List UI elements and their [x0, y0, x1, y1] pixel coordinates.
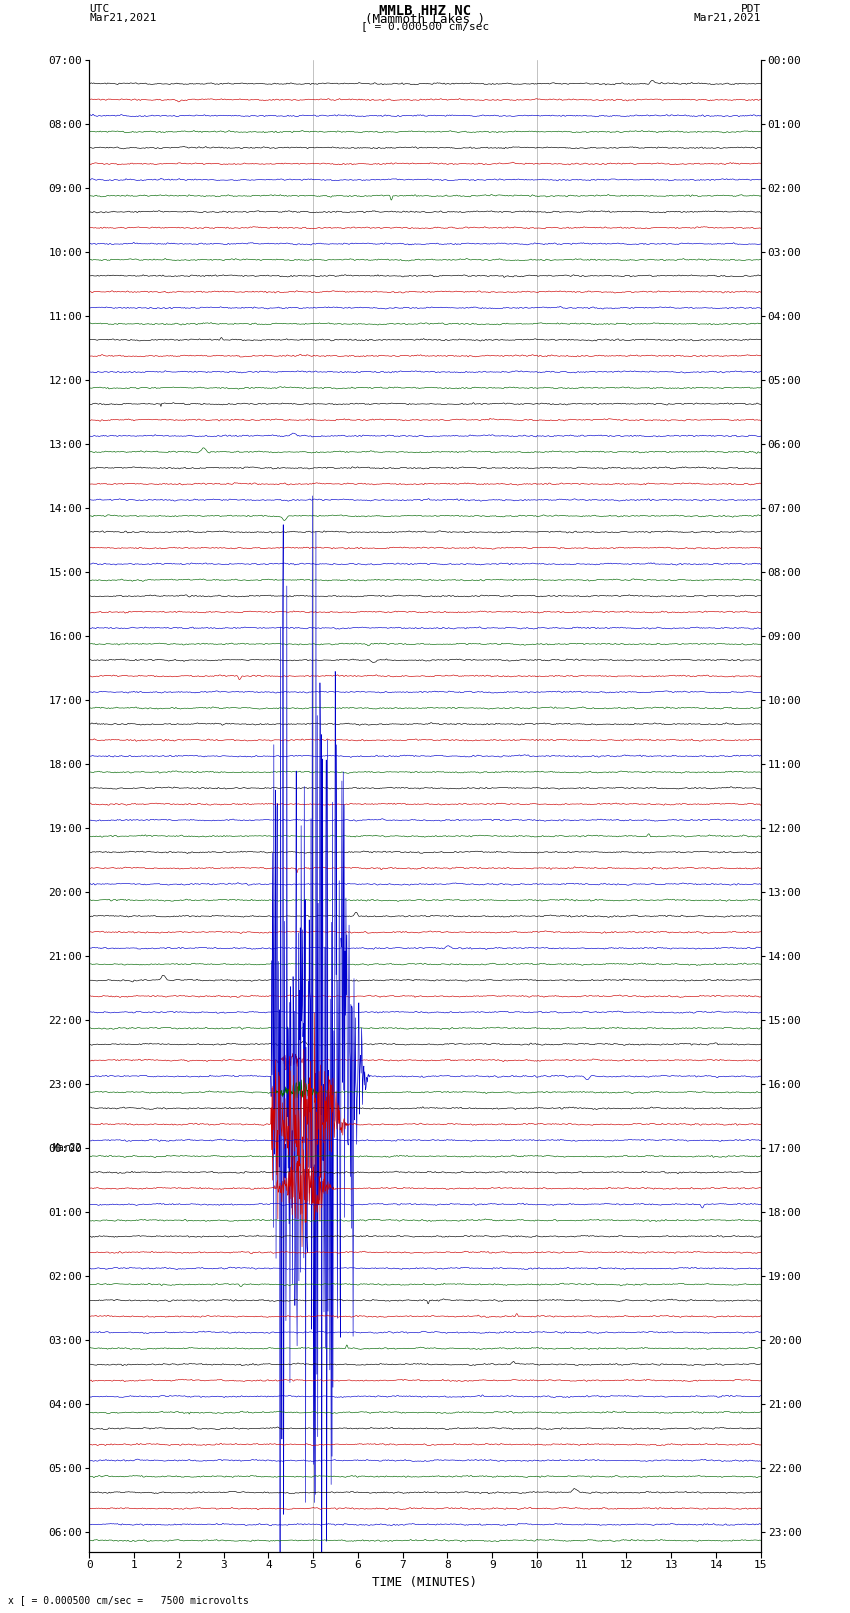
Text: x [ = 0.000500 cm/sec =   7500 microvolts: x [ = 0.000500 cm/sec = 7500 microvolts — [8, 1595, 249, 1605]
Text: (Mammoth Lakes ): (Mammoth Lakes ) — [365, 13, 485, 26]
Text: [ = 0.000500 cm/sec: [ = 0.000500 cm/sec — [361, 21, 489, 31]
Text: MMLB HHZ NC: MMLB HHZ NC — [379, 5, 471, 18]
Text: UTC: UTC — [89, 5, 110, 15]
Text: Mar21,2021: Mar21,2021 — [694, 13, 761, 23]
X-axis label: TIME (MINUTES): TIME (MINUTES) — [372, 1576, 478, 1589]
Text: Mar22: Mar22 — [53, 1144, 82, 1153]
Text: Mar21,2021: Mar21,2021 — [89, 13, 156, 23]
Text: PDT: PDT — [740, 5, 761, 15]
